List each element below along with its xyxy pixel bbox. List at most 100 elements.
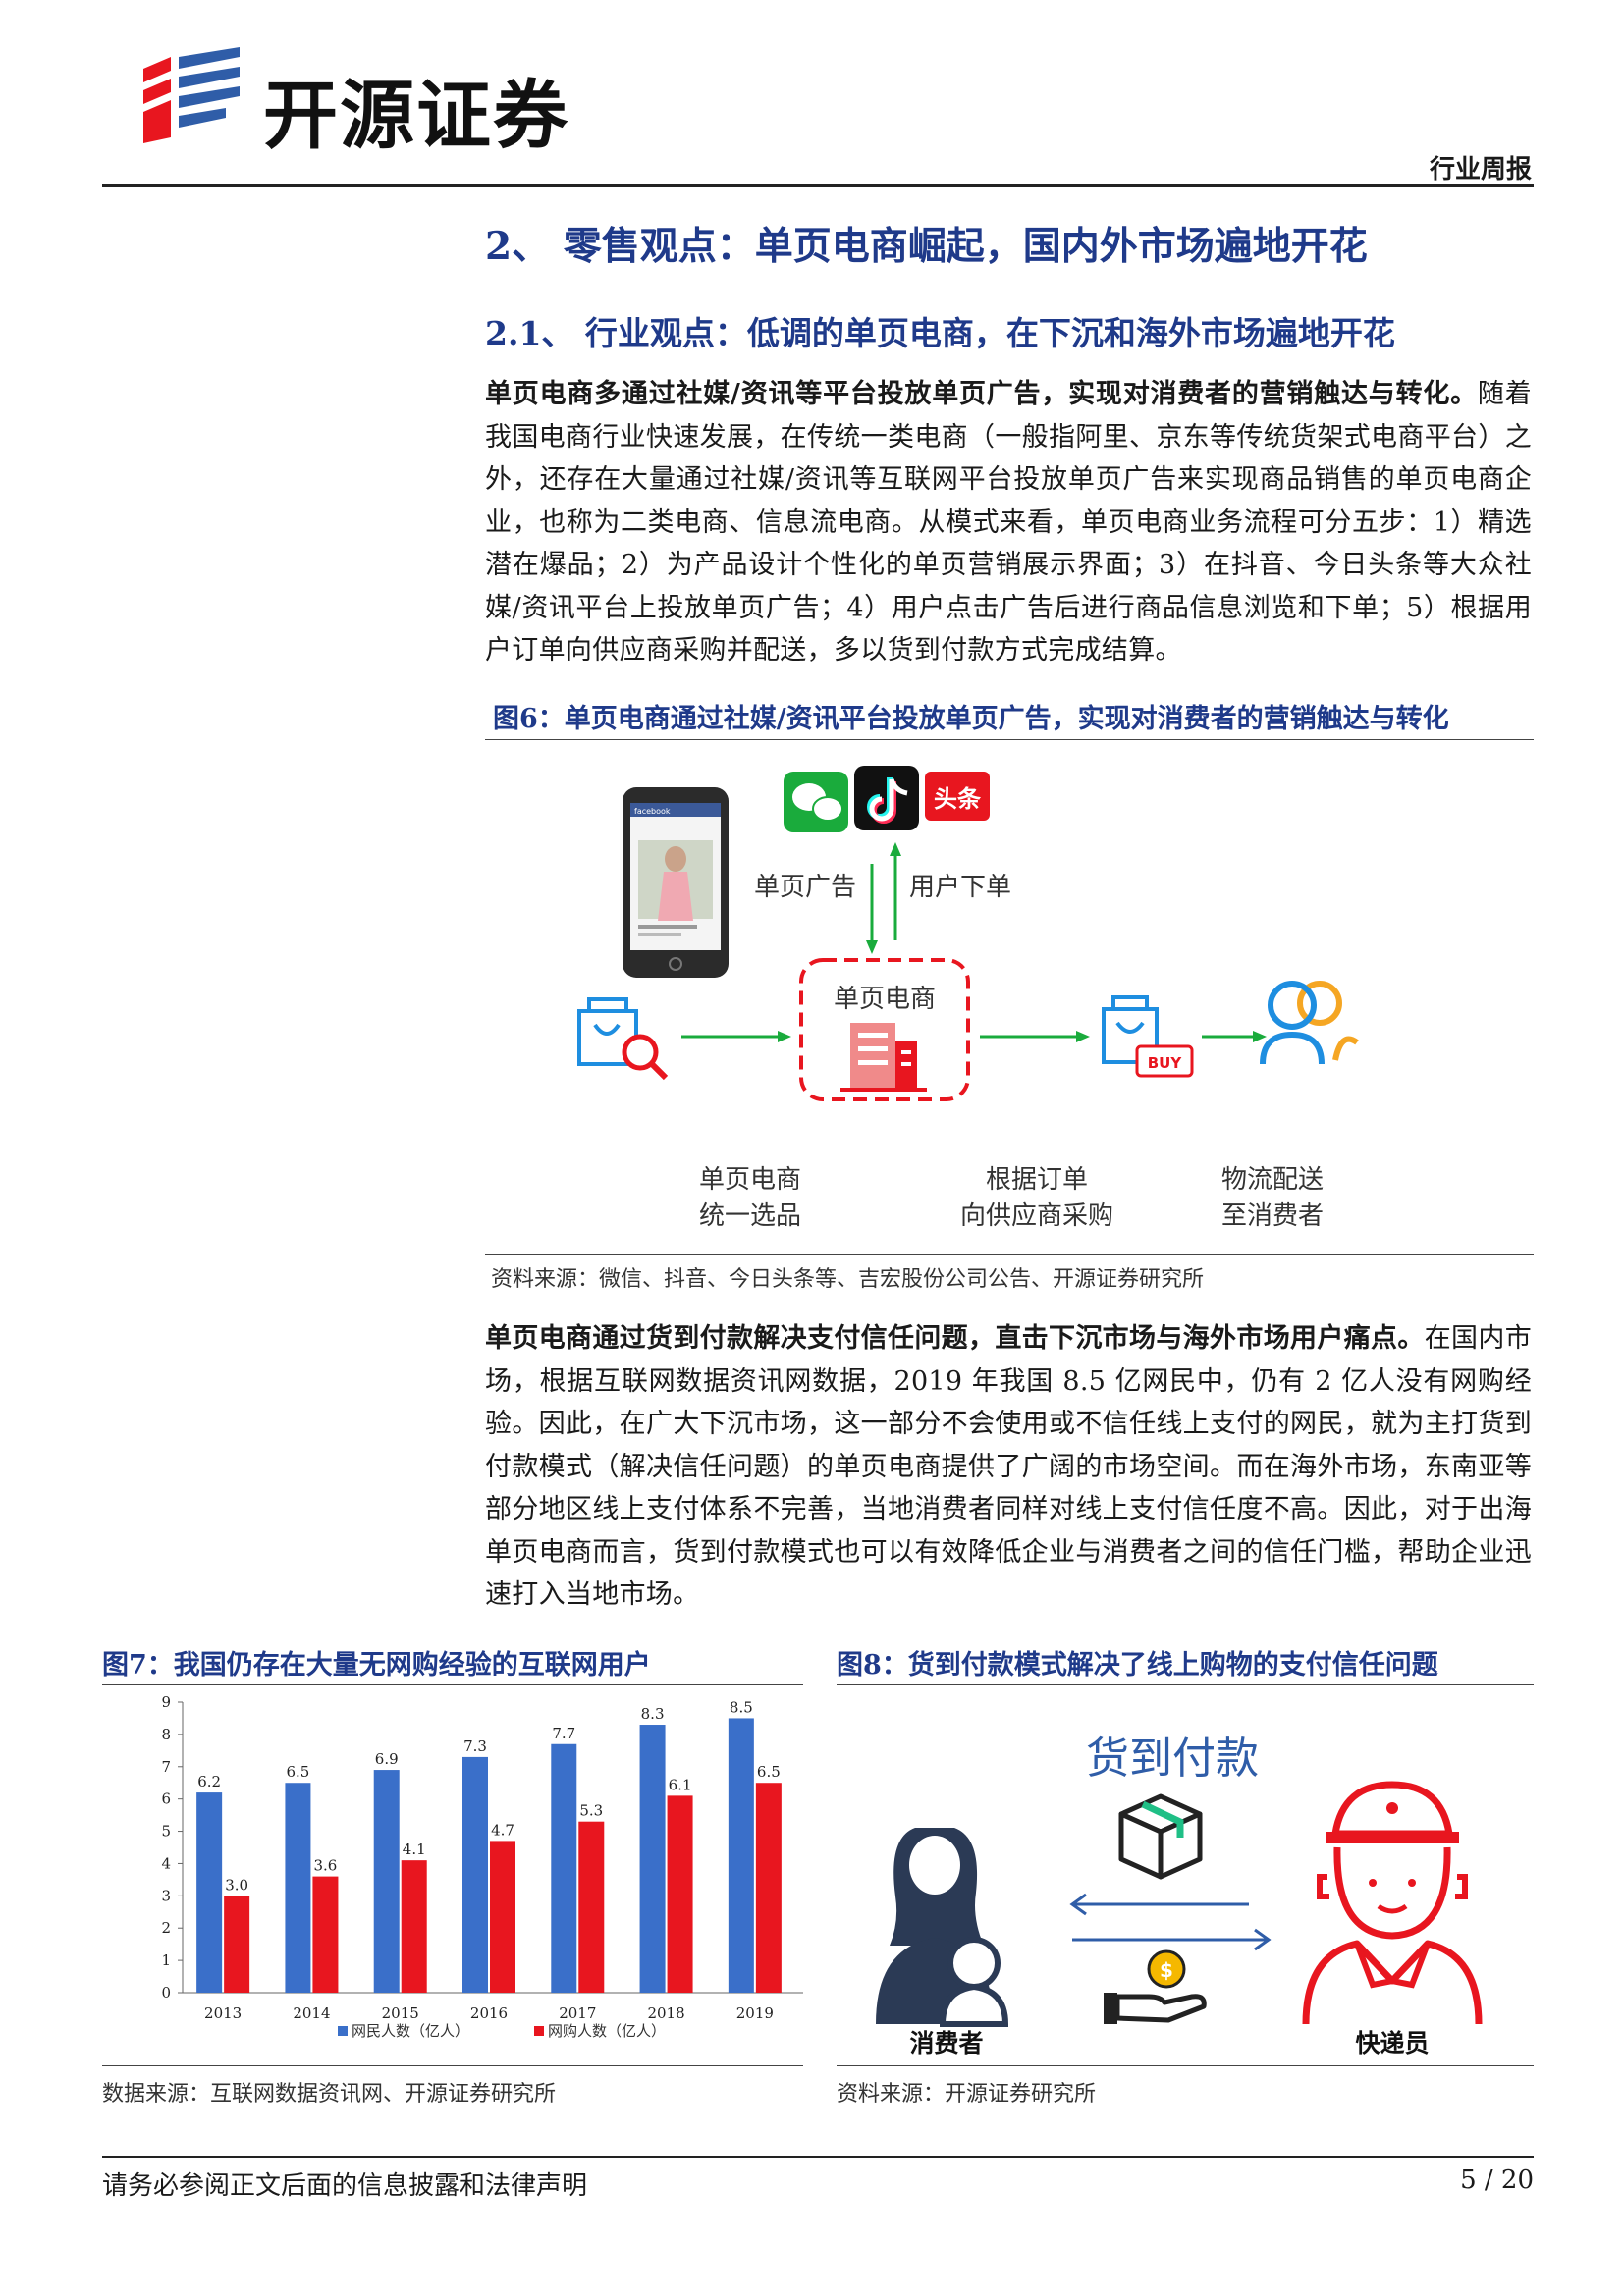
bar-online-shoppers (578, 1821, 605, 1993)
bar-netizens (196, 1792, 223, 1993)
bar-netizens (462, 1756, 488, 1993)
bar-value-label: 3.0 (225, 1876, 248, 1894)
y-tick-label: 5 (161, 1823, 171, 1841)
phone-brand: facebook (634, 807, 671, 816)
office-building-icon (840, 1023, 927, 1092)
figure6-bottom-rule (485, 1254, 1534, 1255)
paragraph-lead: 单页电商多通过社媒/资讯等平台投放单页广告，实现对消费者的营销触达与转化。 (485, 379, 1478, 409)
page-number: 5 / 20 (1460, 2165, 1534, 2195)
arrow-left-icon (1069, 1893, 1249, 1916)
paragraph-cash-on-delivery: 单页电商通过货到付款解决支付信任问题，直击下沉市场与海外市场用户痛点。在国内市场… (485, 1317, 1532, 1617)
bar-online-shoppers (401, 1860, 427, 1993)
paragraph-single-page-ecommerce: 单页电商多通过社媒/资讯等平台投放单页广告，实现对消费者的营销触达与转化。随着我… (485, 373, 1532, 672)
figure6-caption: 图6：单页电商通过社媒/资讯平台投放单页广告，实现对消费者的营销触达与转化 (493, 704, 1449, 734)
bar-value-label: 3.6 (313, 1857, 337, 1875)
center-label: 单页电商 (834, 985, 936, 1014)
ad-arrow-icon (866, 864, 878, 954)
wechat-icon (784, 772, 848, 832)
arrow-to-center-icon (681, 1031, 791, 1042)
bar-online-shoppers (490, 1841, 515, 1993)
paragraph-body: 随着我国电商行业快速发展，在传统一类电商（一般指阿里、京东等传统货架式电商平台）… (485, 379, 1532, 666)
section-heading: 2、 零售观点：单页电商崛起，国内外市场遍地开花 (485, 224, 1368, 269)
y-tick-label: 6 (161, 1790, 171, 1808)
consumer-icon (876, 1828, 1009, 2027)
bar-value-label: 7.7 (552, 1725, 575, 1742)
label-single-page-ad: 单页广告 (754, 873, 856, 902)
company-logo (137, 47, 245, 145)
y-tick-label: 4 (161, 1854, 171, 1872)
y-tick-label: 0 (161, 1984, 171, 2002)
subsection-heading: 2.1、 行业观点：低调的单页电商，在下沉和海外市场遍地开花 (485, 314, 1395, 352)
x-tick-label: 2017 (559, 2004, 596, 2022)
figure8-bottom-rule (837, 2065, 1534, 2066)
x-tick-label: 2019 (736, 2004, 774, 2022)
figure6-diagram: facebook 头条 单页广告 用户下单 (485, 746, 1534, 1247)
bar-netizens (639, 1725, 666, 1993)
courier-icon (1302, 1781, 1483, 2025)
svg-text:$: $ (1160, 1958, 1173, 1982)
y-tick-label: 8 (161, 1726, 171, 1743)
label-user-order: 用户下单 (909, 873, 1011, 902)
bar-online-shoppers (224, 1896, 250, 1993)
order-arrow-icon (890, 842, 901, 940)
figure8-illustration: 货到付款 消费者 $ (837, 1690, 1534, 2063)
bar-value-label: 6.9 (375, 1750, 399, 1768)
douyin-icon (854, 766, 919, 830)
bar-value-label: 4.7 (491, 1821, 514, 1839)
bar-online-shoppers (667, 1795, 693, 1993)
shopping-bag-search-icon (577, 997, 669, 1081)
bar-online-shoppers (755, 1783, 782, 1993)
figure7-source: 数据来源：互联网数据资讯网、开源证券研究所 (102, 2082, 557, 2107)
x-tick-label: 2014 (293, 2004, 330, 2022)
bar-value-label: 7.3 (463, 1737, 487, 1755)
bar-value-label: 6.1 (669, 1776, 692, 1793)
package-icon (1118, 1793, 1203, 1880)
cod-title: 货到付款 (1086, 1734, 1259, 1784)
x-tick-label: 2015 (382, 2004, 419, 2022)
bar-netizens (728, 1718, 754, 1993)
toutiao-icon (925, 772, 990, 821)
y-tick-label: 1 (161, 1951, 171, 1969)
figure7-caption: 图7：我国仍存在大量无网购经验的互联网用户 (102, 1650, 651, 1681)
y-tick-label: 9 (161, 1693, 171, 1711)
figure7-chart: 0 1 2 3 4 5 6 7 8 9 6.2 3.0 2013 6.5 3.6 2014 6.9 4.1 2015… (102, 1690, 803, 2054)
arrow-right-icon (1072, 1928, 1272, 1951)
x-tick-label: 2016 (470, 2004, 508, 2022)
legend-label: 网民人数（亿人） (352, 2022, 469, 2040)
y-tick-label: 7 (161, 1758, 171, 1776)
bar-value-label: 6.2 (197, 1773, 221, 1790)
bar-value-label: 8.3 (641, 1705, 665, 1723)
payment-hand-icon: $ (1104, 1949, 1207, 2024)
brand-name: 开源证券 (263, 72, 569, 159)
figure8-caption: 图8：货到付款模式解决了线上购物的支付信任问题 (837, 1650, 1438, 1681)
phone-mockup-icon (623, 787, 729, 978)
bar-online-shoppers (312, 1876, 339, 1993)
y-tick-label: 2 (161, 1919, 171, 1937)
courier-label: 快递员 (1355, 2029, 1429, 2057)
bar-netizens (373, 1770, 400, 1993)
bar-value-label: 6.5 (286, 1763, 309, 1781)
figure6-top-rule (485, 739, 1534, 740)
y-tick-label: 3 (161, 1887, 171, 1904)
legend-swatch (534, 2026, 544, 2036)
paragraph2-lead: 单页电商通过货到付款解决支付信任问题，直击下沉市场与海外市场用户痛点。 (485, 1323, 1425, 1354)
bar-value-label: 5.3 (579, 1802, 603, 1820)
bar-value-label: 4.1 (403, 1841, 426, 1858)
shopping-bag-buy-icon (1102, 995, 1194, 1078)
buy-label: BUY (1148, 1054, 1183, 1072)
figure8-source: 资料来源：开源证券研究所 (837, 2082, 1097, 2107)
figure7-bottom-rule (102, 2065, 803, 2066)
bar-netizens (285, 1783, 311, 1993)
figure6-source: 资料来源：微信、抖音、今日头条等、吉宏股份公司公告、开源证券研究所 (491, 1267, 1205, 1292)
legend-label: 网购人数（亿人） (548, 2022, 666, 2040)
arrow-to-consumer-icon (1202, 1031, 1267, 1042)
bar-chart-svg: 0 1 2 3 4 5 6 7 8 9 6.2 3.0 2013 6.5 3.6 2014 6.9 4.1 2015… (161, 1693, 803, 2040)
arrow-to-buy-icon (980, 1031, 1090, 1042)
footer-disclaimer: 请务必参阅正文后面的信息披露和法律声明 (102, 2171, 588, 2201)
step1-line1: 单页电商 (699, 1165, 801, 1195)
figure7-top-rule (102, 1684, 803, 1685)
toutiao-label: 头条 (934, 785, 982, 813)
header-rule (102, 184, 1534, 187)
step2-line1: 根据订单 (986, 1165, 1088, 1195)
paragraph2-body: 在国内市场，根据互联网数据资讯网数据，2019 年我国 8.5 亿网民中，仍有 … (485, 1323, 1533, 1610)
